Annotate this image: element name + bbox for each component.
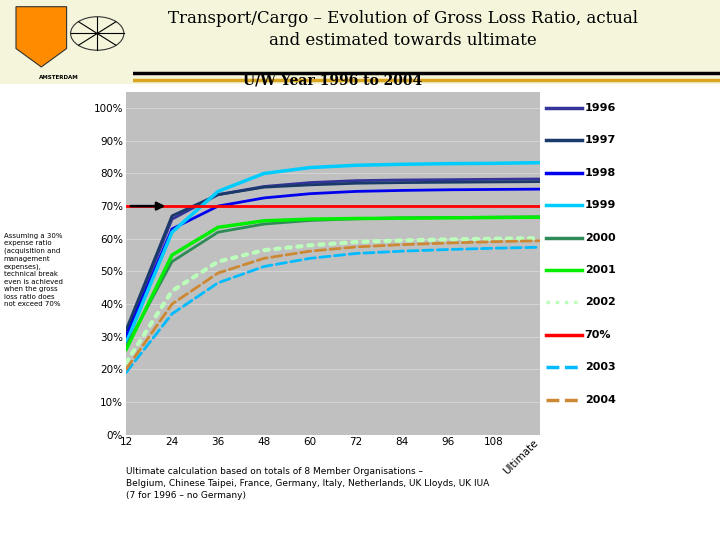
Text: AMSTERDAM: AMSTERDAM [39,75,78,79]
Text: 1998: 1998 [585,168,616,178]
Text: X: X [38,29,44,38]
Text: 2003: 2003 [585,362,616,372]
Circle shape [71,17,124,50]
Text: 1999: 1999 [585,200,616,210]
Text: 1997: 1997 [585,136,616,145]
Text: 1996: 1996 [585,103,616,113]
Text: X: X [38,14,44,23]
Polygon shape [16,6,66,67]
Text: 2001: 2001 [585,265,616,275]
Text: 70%: 70% [585,330,611,340]
Text: Transport/Cargo – Evolution of Gross Loss Ratio, actual
and estimated towards ul: Transport/Cargo – Evolution of Gross Los… [168,10,638,49]
Text: 2004: 2004 [585,395,616,404]
Text: Ultimate calculation based on totals of 8 Member Organisations –
Belgium, Chines: Ultimate calculation based on totals of … [126,467,490,500]
Text: Assuming a 30%
expense ratio
(acquisition and
management
expenses),
technical br: Assuming a 30% expense ratio (acquisitio… [4,233,63,307]
Text: 2000: 2000 [585,233,616,242]
Text: 2002: 2002 [585,298,616,307]
Text: U/W Year 1996 to 2004: U/W Year 1996 to 2004 [243,73,422,87]
Text: X: X [38,44,44,53]
